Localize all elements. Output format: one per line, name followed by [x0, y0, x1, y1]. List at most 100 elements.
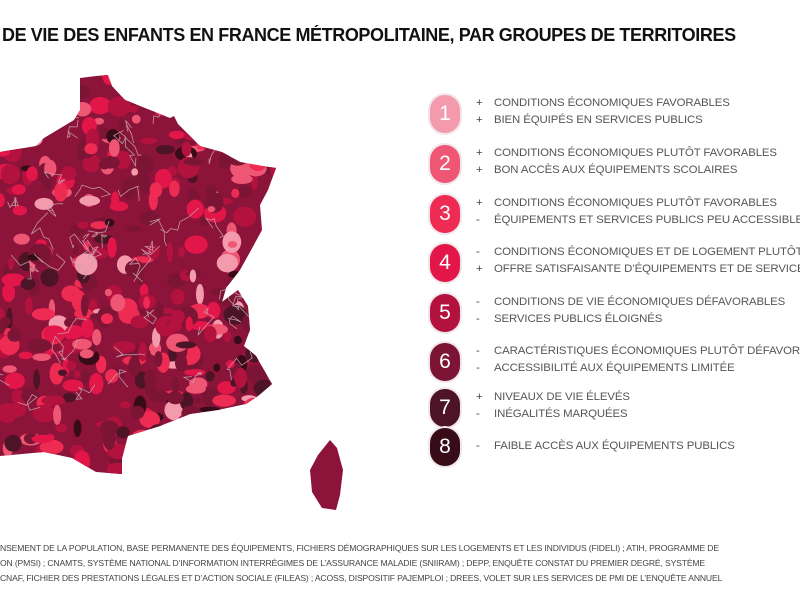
department-border: [45, 75, 61, 79]
department-border: [149, 218, 167, 247]
legend-line: - CONDITIONS ÉCONOMIQUES ET DE LOGEMENT P…: [476, 246, 800, 258]
territory-patch: [210, 287, 229, 296]
plus-sign: +: [476, 263, 483, 275]
department-border: [83, 239, 97, 275]
territory-patch: [236, 131, 249, 138]
territory-patch: [27, 101, 45, 116]
territory-patch: [212, 394, 236, 407]
territory-patch: [235, 103, 249, 125]
territory-patch: [195, 481, 219, 502]
territory-patch: [58, 369, 68, 376]
territory-patch: [128, 480, 150, 490]
territory-patch: [251, 151, 268, 161]
territory-patch: [258, 90, 268, 103]
territory-patch: [234, 367, 247, 389]
territory-patch: [148, 424, 167, 443]
department-border: [261, 475, 271, 499]
minus-sign: -: [476, 362, 480, 374]
territory-patch: [4, 372, 25, 390]
territory-patch: [34, 197, 54, 210]
legend-text: NIVEAUX DE VIE ÉLEVÉS: [494, 391, 630, 403]
territory-patch: [201, 494, 212, 505]
legend-text: CONDITIONS DE VIE ÉCONOMIQUES DÉFAVORABL…: [494, 296, 786, 308]
department-border: [51, 463, 67, 481]
territory-patch: [78, 503, 96, 510]
department-border: [197, 306, 215, 336]
legend-text: OFFRE SATISFAISANTE D’ÉQUIPEMENTS ET DE …: [494, 263, 800, 275]
plus-sign: +: [476, 197, 483, 209]
territory-patch: [103, 430, 116, 450]
department-border: [0, 78, 18, 107]
department-border: [0, 371, 10, 386]
territory-patch: [191, 99, 214, 108]
territory-patch: [43, 325, 66, 343]
department-border: [182, 372, 203, 384]
territory-patch: [100, 313, 113, 325]
territory-patch: [253, 502, 276, 510]
territory-patch: [257, 322, 268, 332]
territory-patch: [2, 283, 16, 302]
territory-patch: [118, 118, 126, 139]
department-border: [250, 484, 275, 510]
department-border: [46, 203, 64, 217]
minus-sign: -: [476, 440, 480, 452]
territory-patch: [175, 481, 183, 497]
territory-patch: [191, 490, 209, 509]
legend-text: ACCESSIBILITÉ AUX ÉQUIPEMENTS LIMITÉE: [494, 362, 735, 374]
territory-patch: [72, 338, 92, 350]
territory-patch: [162, 424, 171, 447]
minus-sign: -: [476, 345, 480, 357]
sources-line: CNAF, FICHIER DES PRESTATIONS LÉGALES ET…: [0, 573, 723, 583]
plus-sign: +: [476, 147, 483, 159]
territory-patch: [0, 511, 12, 524]
territory-patch: [212, 461, 233, 469]
territory-patch: [127, 104, 139, 113]
territory-patch: [261, 424, 278, 437]
department-border: [173, 75, 191, 82]
territory-patch: [55, 423, 68, 433]
territory-patch: [82, 153, 101, 173]
legend-line: + CONDITIONS ÉCONOMIQUES PLUTÔT FAVORABLE…: [476, 197, 777, 209]
territory-patch: [243, 286, 255, 303]
territory-patch: [220, 475, 231, 482]
territory-patch: [251, 75, 263, 83]
territory-patch: [259, 440, 278, 457]
department-border: [43, 171, 66, 185]
territory-patch: [62, 379, 84, 392]
department-border: [143, 309, 157, 325]
department-border: [33, 253, 66, 271]
territory-patch: [262, 276, 282, 285]
territory-patch: [244, 490, 261, 501]
territory-patch: [249, 156, 267, 172]
territory-patch: [167, 391, 184, 405]
territory-patch: [272, 509, 288, 510]
legend-line: + NIVEAUX DE VIE ÉLEVÉS: [476, 391, 630, 403]
plus-sign: +: [476, 114, 483, 126]
department-border: [272, 478, 284, 501]
department-border: [120, 81, 142, 94]
territory-patch: [262, 503, 280, 510]
department-border: [222, 75, 246, 81]
territory-patch: [260, 222, 276, 245]
territory-patch: [265, 319, 277, 330]
territory-patch: [167, 480, 190, 490]
department-border: [107, 506, 131, 510]
territory-patch: [80, 294, 89, 317]
territory-patch: [0, 475, 5, 494]
department-border: [58, 339, 79, 361]
territory-patch: [228, 270, 241, 279]
territory-patch: [161, 483, 184, 497]
territory-patch: [214, 115, 236, 127]
territory-patch: [195, 422, 219, 441]
territory-patch: [155, 145, 175, 155]
territory-patch: [194, 417, 203, 434]
territory-patch: [40, 268, 59, 287]
territory-patch: [169, 180, 180, 197]
legend-text: ÉQUIPEMENTS ET SERVICES PUBLICS PEU ACCE…: [494, 214, 800, 226]
territory-patch: [250, 422, 266, 444]
department-border: [119, 131, 137, 168]
department-border: [194, 443, 218, 460]
territory-patch: [138, 342, 148, 362]
department-border: [51, 335, 64, 364]
territory-patch: [38, 97, 57, 113]
